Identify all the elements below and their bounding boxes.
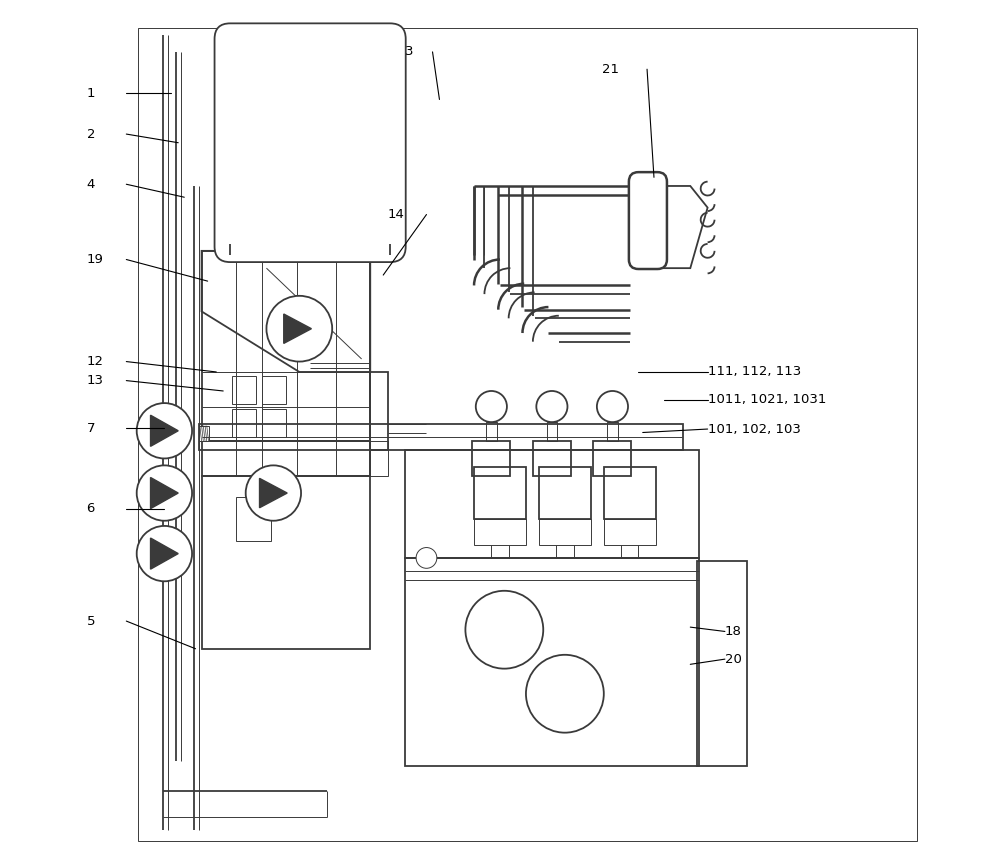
Text: 1: 1 <box>87 86 95 100</box>
Circle shape <box>526 655 604 733</box>
Bar <box>539 467 591 519</box>
Text: 3: 3 <box>405 45 413 59</box>
Circle shape <box>465 591 543 669</box>
Polygon shape <box>151 415 178 446</box>
Circle shape <box>416 548 437 568</box>
Text: 2: 2 <box>87 127 95 141</box>
Bar <box>262 376 286 404</box>
Bar <box>604 467 656 519</box>
Bar <box>405 558 699 766</box>
Bar <box>202 441 370 476</box>
Circle shape <box>266 296 332 362</box>
Bar <box>370 441 388 476</box>
Polygon shape <box>151 477 178 509</box>
Circle shape <box>536 391 567 422</box>
Circle shape <box>476 391 507 422</box>
Bar <box>474 467 526 519</box>
Bar <box>370 372 388 450</box>
Circle shape <box>137 403 192 458</box>
Bar <box>202 251 370 441</box>
Polygon shape <box>284 314 311 343</box>
Text: 12: 12 <box>87 355 104 368</box>
FancyBboxPatch shape <box>215 23 406 262</box>
Text: 1011, 1021, 1031: 1011, 1021, 1031 <box>708 393 826 407</box>
Text: 111, 112, 113: 111, 112, 113 <box>708 365 801 379</box>
Bar <box>604 519 656 545</box>
Text: 4: 4 <box>87 177 95 191</box>
Bar <box>593 441 631 476</box>
Bar <box>533 441 571 476</box>
Bar <box>236 497 271 541</box>
Bar <box>232 376 256 404</box>
Text: 6: 6 <box>87 502 95 516</box>
Circle shape <box>597 391 628 422</box>
Circle shape <box>137 465 192 521</box>
Bar <box>199 426 209 441</box>
Text: 5: 5 <box>87 614 95 628</box>
Bar <box>405 450 699 558</box>
Text: 101, 102, 103: 101, 102, 103 <box>708 422 800 436</box>
Bar <box>232 409 256 437</box>
FancyBboxPatch shape <box>629 172 667 269</box>
Bar <box>697 561 747 766</box>
Bar <box>474 519 526 545</box>
Text: 14: 14 <box>388 208 404 221</box>
Text: 7: 7 <box>87 421 95 435</box>
Text: 13: 13 <box>87 374 104 388</box>
Text: 20: 20 <box>725 652 742 666</box>
Text: 18: 18 <box>725 625 742 638</box>
Circle shape <box>246 465 301 521</box>
Bar <box>607 422 618 441</box>
Polygon shape <box>260 478 287 508</box>
Text: 21: 21 <box>602 62 619 76</box>
Polygon shape <box>657 186 708 268</box>
Text: 19: 19 <box>87 253 103 266</box>
Circle shape <box>137 526 192 581</box>
Bar <box>539 519 591 545</box>
Bar <box>262 409 286 437</box>
Polygon shape <box>151 538 178 569</box>
Polygon shape <box>202 251 370 372</box>
Bar <box>486 422 497 441</box>
Bar <box>232 238 388 247</box>
Bar <box>199 424 683 450</box>
Bar <box>472 441 510 476</box>
Bar <box>202 476 370 649</box>
Bar <box>547 422 557 441</box>
